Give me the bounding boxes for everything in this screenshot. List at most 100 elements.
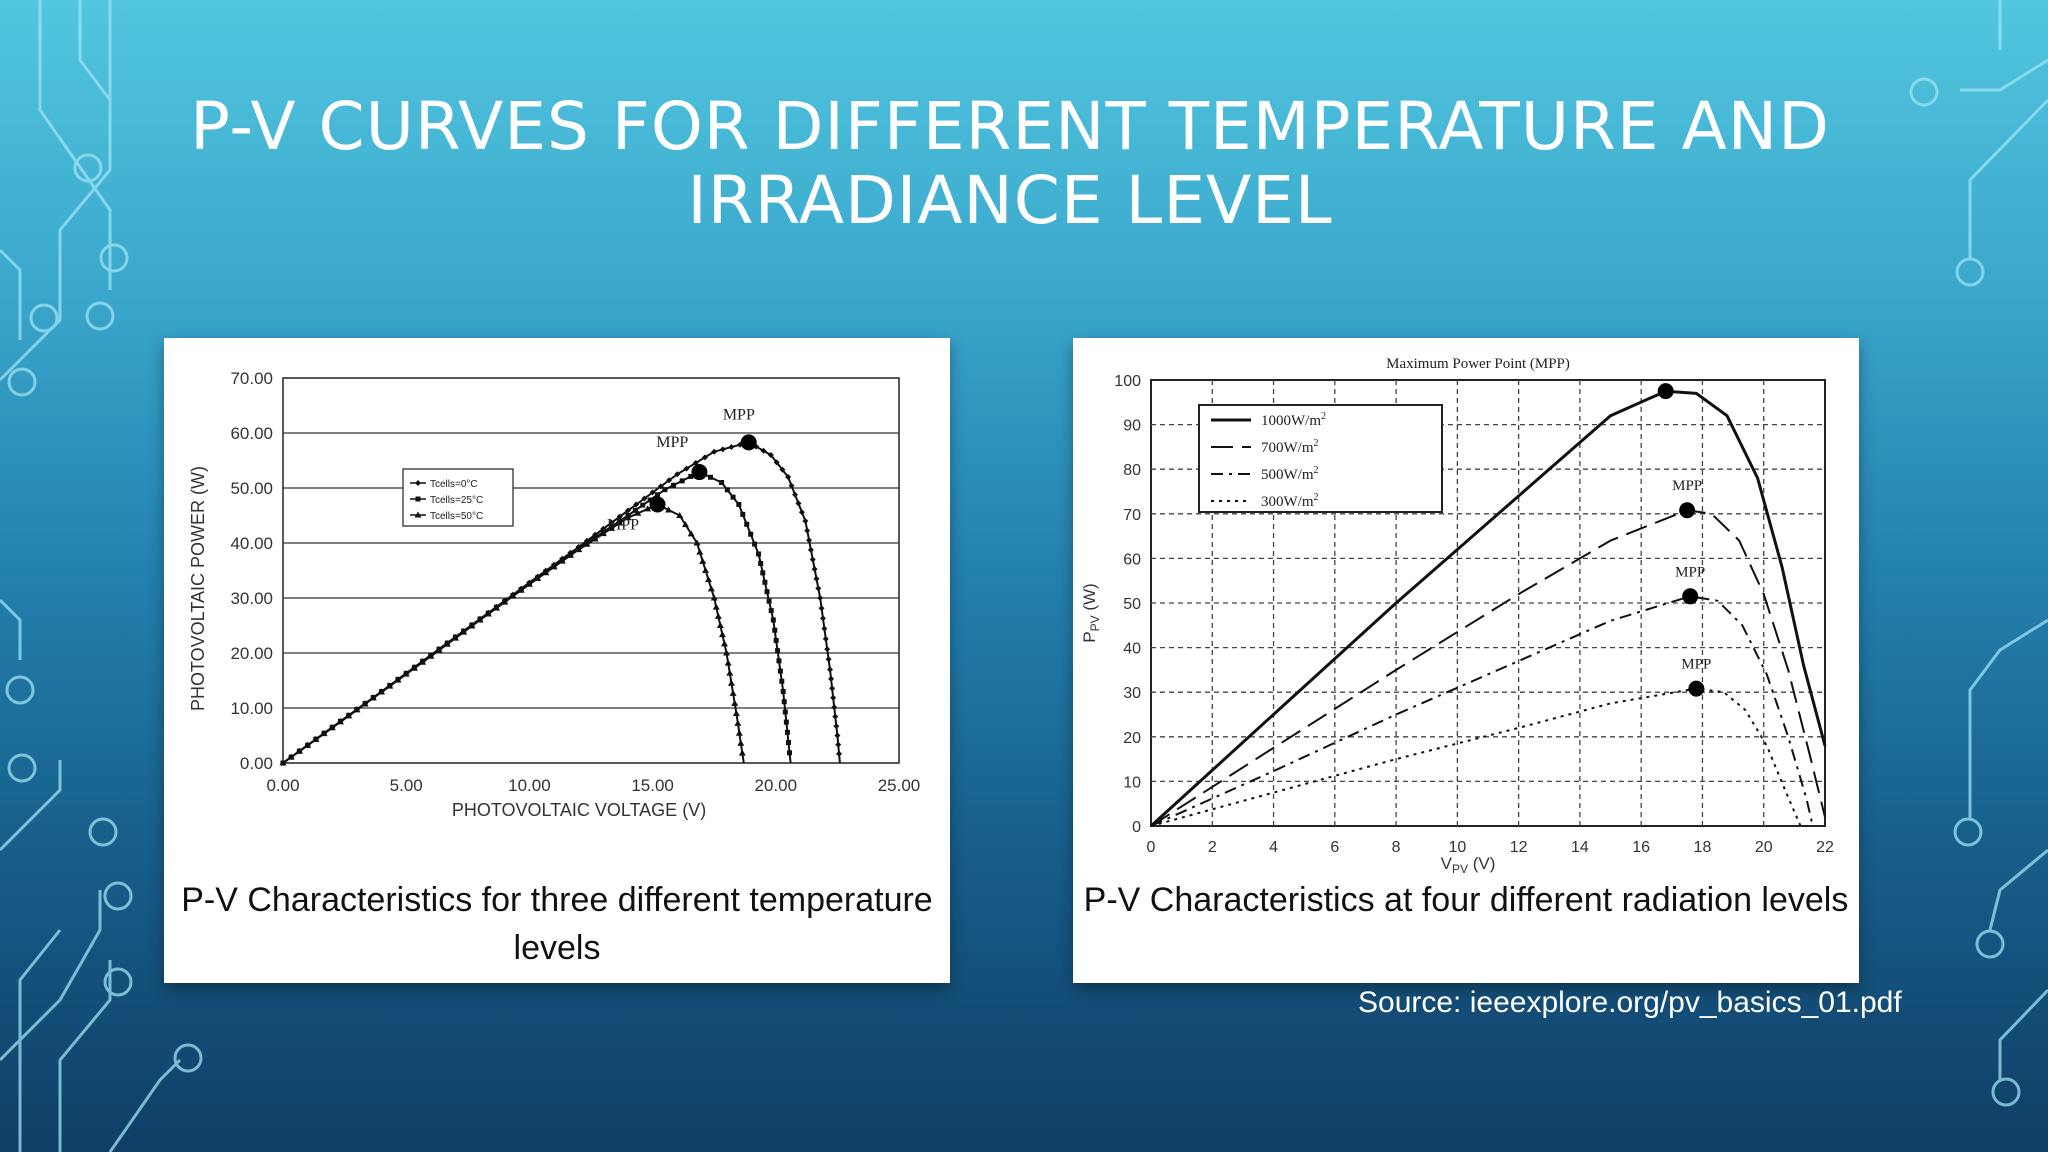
data-point	[647, 497, 653, 503]
data-point	[710, 594, 718, 601]
x-tick-label: 0.00	[266, 776, 299, 795]
data-point	[767, 452, 774, 458]
data-point	[353, 706, 361, 713]
data-point	[773, 637, 779, 643]
data-point	[719, 446, 726, 453]
circuit-node	[1953, 817, 1983, 847]
y-tick-label: 0.00	[240, 754, 273, 773]
data-point	[624, 507, 631, 514]
data-point	[476, 616, 484, 623]
circuit-line	[38, 0, 112, 290]
data-point	[831, 704, 838, 711]
y-tick-label: 60	[1123, 551, 1141, 568]
data-point	[704, 576, 712, 583]
data-point	[779, 678, 785, 684]
y-tick-label: 40.00	[230, 534, 273, 553]
chart-title: Maximum Power Point (MPP)	[1386, 356, 1570, 372]
data-point	[624, 514, 632, 521]
data-point	[795, 500, 802, 507]
data-point	[835, 741, 842, 748]
data-point	[662, 487, 668, 493]
circuit-node	[1991, 1077, 2021, 1107]
data-point	[665, 506, 673, 513]
data-point	[451, 634, 459, 641]
data-point	[699, 557, 707, 564]
data-point	[785, 740, 791, 746]
data-point	[736, 502, 742, 507]
data-point	[724, 659, 732, 666]
data-point	[815, 585, 822, 592]
data-point	[726, 669, 734, 676]
data-point	[798, 509, 805, 516]
data-point	[671, 482, 677, 488]
data-point	[696, 548, 704, 555]
data-point	[729, 689, 737, 696]
data-point	[718, 631, 726, 638]
mpp-point	[691, 464, 708, 481]
y-tick-label: 80	[1123, 462, 1141, 479]
data-point	[753, 443, 760, 450]
circuit-node	[99, 243, 129, 273]
x-tick-label: 22	[1816, 839, 1834, 856]
chart-panel-temperature: 0.00 10.00 20.00 30.00 40.00 50.00 60.00 70.00 0…	[164, 338, 950, 983]
data-point	[833, 723, 840, 730]
y-tick-label: 0	[1132, 819, 1141, 836]
data-point	[687, 530, 695, 537]
data-point	[756, 551, 762, 557]
y-tick-label: 40	[1123, 641, 1141, 658]
data-point	[818, 605, 825, 612]
data-point	[632, 507, 638, 513]
data-point	[712, 603, 720, 610]
mpp-point	[649, 496, 666, 513]
data-point	[784, 729, 790, 735]
data-point	[468, 622, 476, 629]
data-point	[644, 505, 652, 512]
data-point	[655, 492, 661, 498]
data-point	[534, 574, 542, 581]
data-point	[692, 459, 699, 466]
data-point	[550, 563, 558, 570]
y-tick-label: 20.00	[230, 644, 273, 663]
data-point	[829, 685, 836, 692]
series-line	[1150, 595, 1814, 827]
data-point	[719, 480, 725, 485]
data-point	[770, 617, 776, 623]
data-point	[802, 518, 809, 524]
data-point	[517, 586, 525, 593]
data-point	[657, 483, 664, 490]
page-title: P-V CURVES FOR DIFFERENT TEMPERATURE AND…	[190, 88, 1830, 239]
data-point	[460, 628, 468, 635]
data-point	[728, 444, 735, 451]
legend-box	[1198, 404, 1443, 513]
data-point	[760, 570, 766, 576]
data-point	[599, 530, 607, 537]
x-tick-label: 0	[1147, 839, 1156, 856]
x-tick-label: 18	[1694, 839, 1712, 856]
circuit-node	[5, 675, 35, 705]
y-tick-label: 50.00	[230, 479, 273, 498]
series-line	[1149, 389, 1827, 828]
mpp-point	[1657, 383, 1674, 400]
series-1	[1149, 383, 1827, 828]
series-3	[1150, 588, 1814, 827]
data-point	[724, 487, 730, 493]
y-tick-label: 30	[1123, 685, 1141, 702]
chart-panel-irradiance: Maximum Power Point (MPP) 0 10 20 30 40 50 60 70…	[1073, 338, 1859, 983]
data-point	[824, 646, 831, 653]
legend: 1000W/m2 700W/m2 500W/m2 300W/m2	[1198, 404, 1443, 513]
data-point	[320, 730, 328, 737]
data-point	[727, 679, 735, 686]
data-point	[435, 646, 443, 653]
series-2	[1150, 502, 1826, 827]
data-point	[415, 496, 421, 502]
data-point	[731, 699, 739, 706]
x-tick-label: 12	[1510, 839, 1528, 856]
mpp-point	[1688, 680, 1705, 697]
mpp-label: MPP	[607, 516, 639, 533]
data-point	[732, 710, 740, 716]
circuit-line	[0, 598, 102, 1062]
data-point	[775, 648, 781, 654]
data-point	[583, 540, 591, 547]
data-point	[768, 608, 774, 614]
